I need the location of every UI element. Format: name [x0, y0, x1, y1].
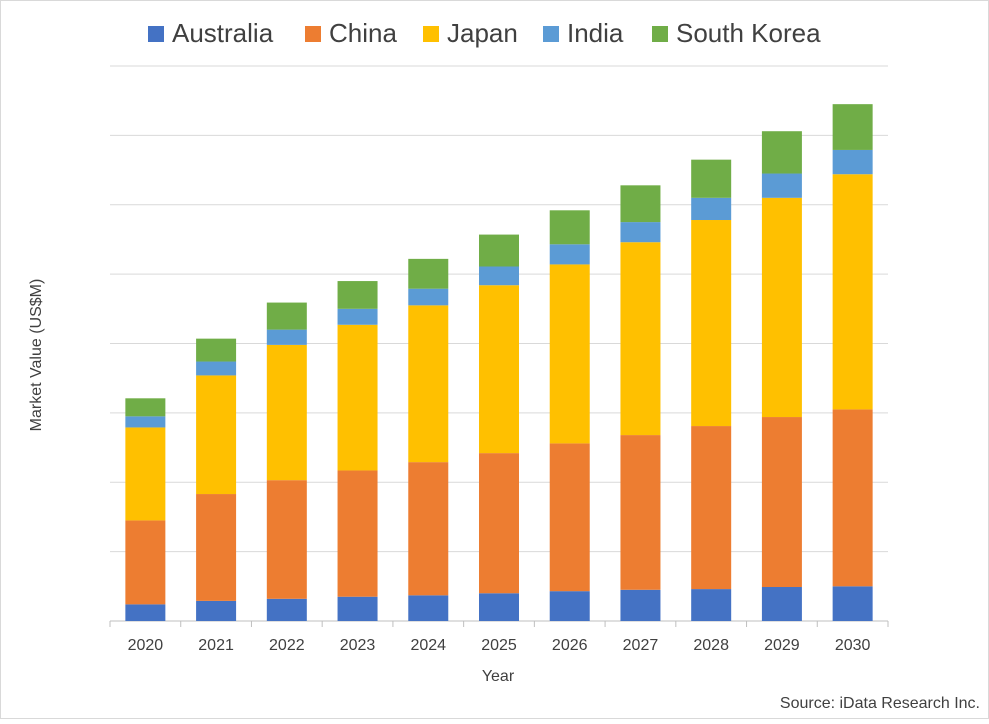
bar-segment	[125, 604, 166, 621]
source: Source: iData Research Inc.	[780, 695, 980, 712]
bar-segment	[125, 520, 166, 605]
bar-segment	[620, 222, 661, 243]
bar-segment	[266, 598, 307, 621]
bar-segment	[761, 173, 802, 198]
x-tick-label: 2028	[693, 637, 729, 654]
bar-segment	[266, 329, 307, 345]
bar-segment	[408, 288, 449, 306]
legend-label: China	[329, 18, 397, 48]
bar-segment	[125, 427, 166, 521]
x-tick-label: 2020	[128, 637, 164, 654]
x-tick-label: 2029	[764, 637, 800, 654]
bar-segment	[337, 324, 378, 471]
bar-segment	[549, 244, 590, 265]
bar-segment	[691, 220, 732, 427]
bar-segment	[691, 426, 732, 590]
bar-segment	[196, 361, 237, 376]
x-tick-label: 2021	[198, 637, 234, 654]
bar-segment	[761, 131, 802, 174]
bar-segment	[761, 587, 802, 621]
x-tick-label: 2027	[623, 637, 659, 654]
bar-segment	[620, 242, 661, 436]
bar-segment	[761, 417, 802, 588]
x-tick-label: 2030	[835, 637, 871, 654]
legend-swatch	[423, 26, 439, 42]
bar-segment	[691, 159, 732, 198]
bar-segment	[549, 264, 590, 444]
bar-segment	[408, 462, 449, 596]
bar-segment	[549, 591, 590, 621]
bar-segment	[479, 234, 519, 267]
x-tick-label: 2023	[340, 637, 376, 654]
bar-segment	[337, 281, 378, 309]
bar-segment	[337, 308, 378, 325]
bar-segment	[549, 443, 590, 592]
x-tick-label: 2026	[552, 637, 588, 654]
bar-segment	[549, 210, 590, 245]
x-axis-title: Year	[482, 668, 515, 685]
bar-segment	[266, 344, 307, 481]
bar-segment	[337, 596, 378, 621]
bar-segment	[408, 595, 449, 621]
legend-label: South Korea	[676, 18, 821, 48]
bar-segment	[832, 586, 873, 621]
bar-segment	[832, 149, 873, 175]
bar-segment	[832, 104, 873, 150]
legend-label: Australia	[172, 18, 274, 48]
bar-segment	[196, 600, 237, 621]
bar-segment	[125, 416, 166, 428]
bar-segment	[408, 305, 449, 463]
bar-segment	[196, 375, 237, 495]
bar-segment	[832, 409, 873, 587]
bar-segment	[620, 185, 661, 223]
bar-segment	[266, 302, 307, 330]
bar-segment	[196, 494, 237, 601]
bar-segment	[479, 593, 519, 621]
bar-segment	[479, 285, 519, 454]
bar-segment	[125, 398, 166, 417]
legend-swatch	[148, 26, 164, 42]
bar-segment	[620, 435, 661, 590]
bar-segment	[691, 197, 732, 221]
legend-swatch	[543, 26, 559, 42]
bar-segment	[691, 589, 732, 621]
bar-segment	[620, 589, 661, 621]
bar-segment	[408, 258, 449, 289]
bar-segment	[196, 338, 237, 362]
bar-segment	[266, 480, 307, 599]
bar-segment	[832, 174, 873, 410]
y-axis-title: Market Value (US$M)	[28, 279, 45, 432]
x-tick-label: 2022	[269, 637, 305, 654]
bar-segment	[761, 197, 802, 418]
bar-segment	[479, 453, 519, 594]
legend-label: India	[567, 18, 624, 48]
bar-segment	[479, 266, 519, 286]
legend-swatch	[652, 26, 668, 42]
legend-label: Japan	[447, 18, 518, 48]
x-tick-label: 2024	[410, 637, 446, 654]
legend-swatch	[305, 26, 321, 42]
bar-segment	[337, 470, 378, 597]
x-tick-label: 2025	[481, 637, 517, 654]
